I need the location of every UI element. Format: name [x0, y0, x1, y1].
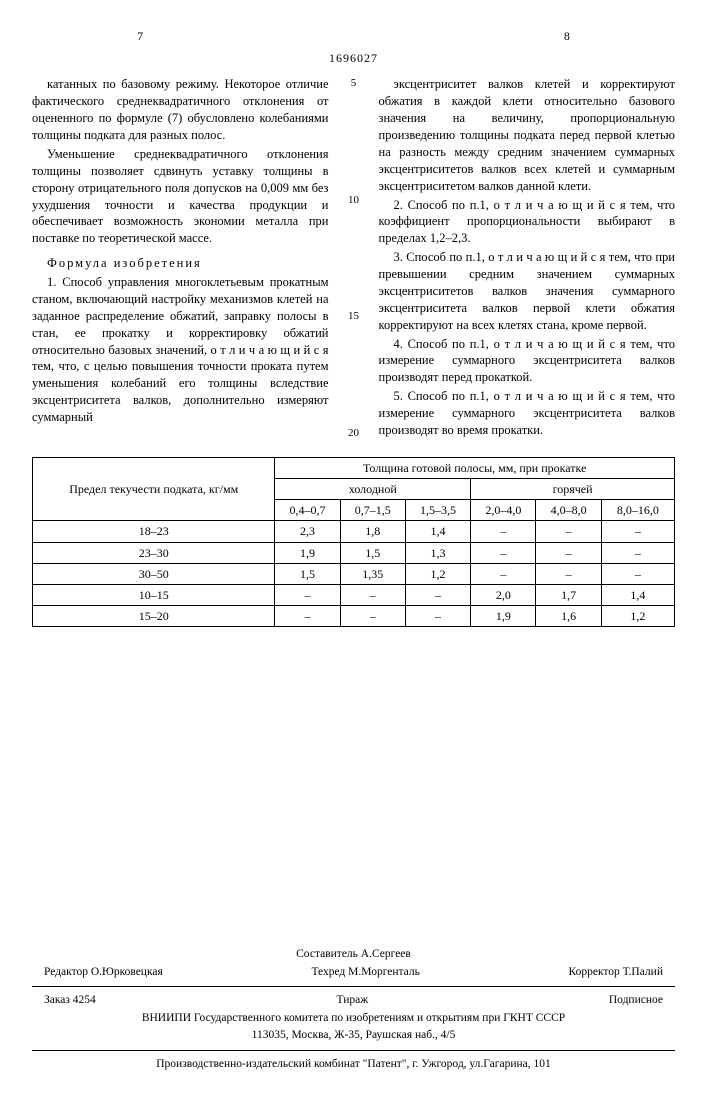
cell: 1,4: [601, 584, 674, 605]
col-3: 2,0–4,0: [471, 500, 536, 521]
left-p1: катанных по базовому режиму. Некоторое о…: [32, 76, 329, 144]
cell: –: [601, 521, 674, 542]
cell: –: [471, 563, 536, 584]
cell: 1,8: [340, 521, 405, 542]
cell: –: [340, 584, 405, 605]
hot-group: горячей: [471, 478, 675, 499]
table-row: 30–50 1,5 1,35 1,2 – – –: [33, 563, 675, 584]
tehred: Техред М.Моргенталь: [311, 965, 419, 981]
cell: 1,4: [405, 521, 470, 542]
body-columns: катанных по базовому режиму. Некоторое о…: [32, 76, 675, 440]
right-p2: 2. Способ по п.1, о т л и ч а ю щ и й с …: [379, 197, 676, 248]
right-column: эксцентриситет валков клетей и корректир…: [379, 76, 676, 440]
cell: 1,9: [275, 542, 340, 563]
cell: 1,3: [405, 542, 470, 563]
cell: 1,35: [340, 563, 405, 584]
left-p2: Уменьшение среднеквадратичного отклонени…: [32, 146, 329, 247]
order-no: Заказ 4254: [44, 993, 96, 1009]
ln-5: 5: [347, 76, 361, 91]
corrector: Корректор Т.Палий: [569, 965, 663, 981]
cell: –: [536, 563, 601, 584]
col-2: 1,5–3,5: [405, 500, 470, 521]
cell: 1,2: [405, 563, 470, 584]
row-h: 30–50: [33, 563, 275, 584]
col-1: 0,7–1,5: [340, 500, 405, 521]
table-row: 23–30 1,9 1,5 1,3 – – –: [33, 542, 675, 563]
colophon: Составитель А.Сергеев Редактор О.Юрковец…: [32, 947, 675, 1072]
cell: 1,2: [601, 606, 674, 627]
cell: 1,5: [340, 542, 405, 563]
page-numbers: 7 8: [32, 28, 675, 44]
cell: –: [601, 563, 674, 584]
cell: 2,0: [471, 584, 536, 605]
span-header: Толщина готовой полосы, мм, при прокатке: [275, 457, 675, 478]
row-h: 15–20: [33, 606, 275, 627]
col-0: 0,4–0,7: [275, 500, 340, 521]
row-header-label: Предел текучести подката, кг/мм: [33, 457, 275, 521]
right-p4: 4. Способ по п.1, о т л и ч а ю щ и й с …: [379, 336, 676, 387]
org1: ВНИИПИ Государственного комитета по изоб…: [32, 1011, 675, 1027]
cell: 1,9: [471, 606, 536, 627]
col-5: 8,0–16,0: [601, 500, 674, 521]
col-4: 4,0–8,0: [536, 500, 601, 521]
cell: 1,5: [275, 563, 340, 584]
row-h: 18–23: [33, 521, 275, 542]
cell: –: [275, 606, 340, 627]
right-p1: эксцентриситет валков клетей и корректир…: [379, 76, 676, 194]
cell: 2,3: [275, 521, 340, 542]
right-p5: 5. Способ по п.1, о т л и ч а ю щ и й с …: [379, 388, 676, 439]
row-h: 10–15: [33, 584, 275, 605]
line-numbers: 5 10 15 20: [347, 76, 361, 440]
cell: –: [536, 542, 601, 563]
table-row: 10–15 – – – 2,0 1,7 1,4: [33, 584, 675, 605]
tirazh: Тираж: [336, 993, 368, 1009]
row-h: 23–30: [33, 542, 275, 563]
org2: 113035, Москва, Ж-35, Раушская наб., 4/5: [32, 1028, 675, 1044]
ln-15: 15: [347, 309, 361, 324]
cell: –: [601, 542, 674, 563]
page-left: 7: [137, 28, 143, 44]
right-p3: 3. Способ по п.1, о т л и ч а ю щ и й с …: [379, 249, 676, 333]
cold-group: холодной: [275, 478, 471, 499]
subscr: Подписное: [609, 993, 663, 1009]
cell: –: [536, 521, 601, 542]
ln-10: 10: [347, 193, 361, 208]
page-right: 8: [564, 28, 570, 44]
cell: –: [471, 521, 536, 542]
cell: –: [275, 584, 340, 605]
left-column: катанных по базовому режиму. Некоторое о…: [32, 76, 329, 440]
cell: –: [471, 542, 536, 563]
editor: Редактор О.Юрковецкая: [44, 965, 163, 981]
cell: –: [405, 584, 470, 605]
patent-number: 1696027: [32, 50, 675, 66]
cell: –: [340, 606, 405, 627]
cell: –: [405, 606, 470, 627]
divider: [32, 1050, 675, 1051]
cell: 1,6: [536, 606, 601, 627]
formula-heading: Формула изобретения: [32, 255, 329, 272]
table-row: 18–23 2,3 1,8 1,4 – – –: [33, 521, 675, 542]
left-p3: 1. Способ управления многоклетьевым прок…: [32, 274, 329, 426]
divider: [32, 986, 675, 987]
press: Производственно-издательский комбинат "П…: [32, 1057, 675, 1073]
table-body: 18–23 2,3 1,8 1,4 – – – 23–30 1,9 1,5 1,…: [33, 521, 675, 627]
ln-20: 20: [347, 426, 361, 441]
data-table: Предел текучести подката, кг/мм Толщина …: [32, 457, 675, 628]
table-row: 15–20 – – – 1,9 1,6 1,2: [33, 606, 675, 627]
cell: 1,7: [536, 584, 601, 605]
compiler: Составитель А.Сергеев: [32, 947, 675, 963]
